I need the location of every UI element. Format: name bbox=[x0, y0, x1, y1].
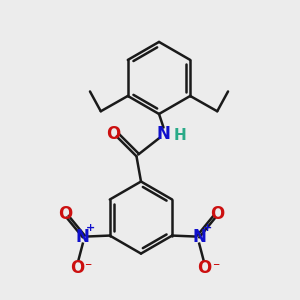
Text: N: N bbox=[192, 228, 206, 246]
Text: O: O bbox=[106, 125, 120, 143]
Text: +: + bbox=[86, 224, 95, 233]
Text: O: O bbox=[70, 259, 85, 277]
Text: +: + bbox=[203, 224, 212, 233]
Text: O: O bbox=[58, 205, 72, 223]
Text: ⁻: ⁻ bbox=[212, 260, 219, 274]
Text: N: N bbox=[76, 228, 90, 246]
Text: H: H bbox=[173, 128, 186, 143]
Text: N: N bbox=[157, 125, 170, 143]
Text: ⁻: ⁻ bbox=[85, 260, 92, 274]
Text: O: O bbox=[197, 259, 212, 277]
Text: O: O bbox=[210, 205, 224, 223]
